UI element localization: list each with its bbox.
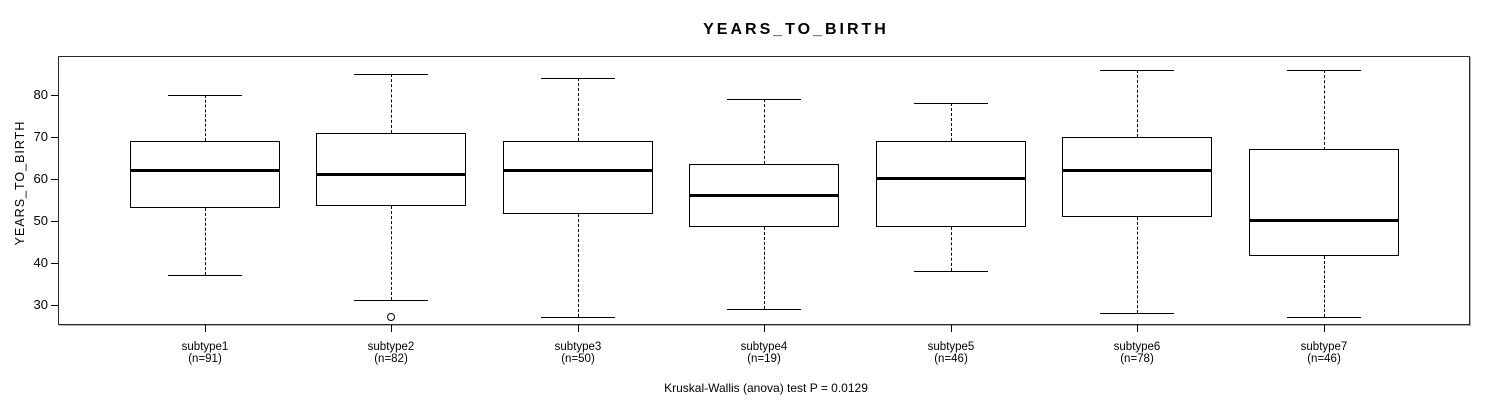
boxplot-subtype3-upper-cap <box>541 78 615 79</box>
boxplot-subtype4-upper-whisker <box>764 99 765 164</box>
y-tick-60 <box>51 179 58 180</box>
x-tick-subtype2 <box>391 325 392 332</box>
boxplot-subtype1-lower-whisker <box>205 208 206 275</box>
sample-size-label-subtype5: (n=46) <box>934 353 968 365</box>
y-tick-label-60: 60 <box>33 171 48 186</box>
sample-size-label-subtype4: (n=19) <box>747 353 781 365</box>
boxplot-subtype6-median <box>1062 169 1212 172</box>
boxplot-subtype5-box <box>876 141 1026 227</box>
boxplot-subtype5-median <box>876 177 1026 180</box>
kruskal-wallis-caption: Kruskal-Wallis (anova) test P = 0.0129 <box>664 381 868 395</box>
boxplot-subtype6-lower-cap <box>1100 313 1174 314</box>
category-label-subtype2: subtype2 <box>367 341 415 353</box>
boxplot-subtype6-box <box>1062 137 1212 217</box>
category-label-subtype5: subtype5 <box>927 341 975 353</box>
boxplot-subtype4-upper-cap <box>727 99 801 100</box>
boxplot-subtype2-upper-whisker <box>391 74 392 133</box>
boxplot-subtype3-upper-whisker <box>578 78 579 141</box>
boxplot-subtype5-upper-cap <box>914 103 988 104</box>
boxplot-subtype5-lower-whisker <box>951 227 952 271</box>
boxplot-subtype2-median <box>316 173 466 176</box>
boxplot-subtype3-lower-whisker <box>578 214 579 317</box>
boxplot-subtype2-box <box>316 133 466 206</box>
sample-size-label-subtype3: (n=50) <box>561 353 595 365</box>
boxplot-subtype2-lower-cap <box>354 300 428 301</box>
boxplot-subtype3-median <box>503 169 653 172</box>
boxplot-subtype6-upper-cap <box>1100 70 1174 71</box>
x-tick-subtype1 <box>205 325 206 332</box>
boxplot-subtype1-lower-cap <box>168 275 242 276</box>
boxplot-subtype1-box <box>130 141 280 208</box>
boxplot-subtype2-upper-cap <box>354 74 428 75</box>
boxplot-subtype3-box <box>503 141 653 214</box>
y-tick-label-30: 30 <box>33 297 48 312</box>
y-tick-label-80: 80 <box>33 87 48 102</box>
category-label-subtype3: subtype3 <box>554 341 602 353</box>
chart-title: YEARS_TO_BIRTH <box>703 21 889 38</box>
category-label-subtype4: subtype4 <box>740 341 788 353</box>
boxplot-subtype4-lower-whisker <box>764 227 765 309</box>
boxplot-subtype4-lower-cap <box>727 309 801 310</box>
y-tick-label-40: 40 <box>33 255 48 270</box>
boxplot-subtype5-lower-cap <box>914 271 988 272</box>
y-tick-50 <box>51 221 58 222</box>
sample-size-label-subtype7: (n=46) <box>1307 353 1341 365</box>
y-tick-label-70: 70 <box>33 129 48 144</box>
boxplot-subtype6-lower-whisker <box>1137 217 1138 313</box>
boxplot-subtype7-median <box>1249 219 1399 222</box>
category-label-subtype1: subtype1 <box>181 341 229 353</box>
x-tick-subtype5 <box>951 325 952 332</box>
sample-size-label-subtype1: (n=91) <box>188 353 222 365</box>
boxplot-subtype2-outlier-0 <box>387 313 395 321</box>
x-tick-subtype4 <box>764 325 765 332</box>
boxplot-subtype6-upper-whisker <box>1137 70 1138 137</box>
sample-size-label-subtype2: (n=82) <box>374 353 408 365</box>
y-tick-70 <box>51 137 58 138</box>
y-tick-30 <box>51 305 58 306</box>
y-tick-80 <box>51 95 58 96</box>
boxplot-subtype1-median <box>130 169 280 172</box>
boxplot-subtype3-lower-cap <box>541 317 615 318</box>
x-tick-subtype3 <box>578 325 579 332</box>
boxplot-subtype2-lower-whisker <box>391 206 392 300</box>
x-tick-subtype7 <box>1324 325 1325 332</box>
boxplot-subtype7-upper-whisker <box>1324 70 1325 150</box>
boxplot-subtype4-median <box>689 194 839 197</box>
sample-size-label-subtype6: (n=78) <box>1120 353 1154 365</box>
boxplot-subtype1-upper-whisker <box>205 95 206 141</box>
boxplot-subtype7-lower-cap <box>1287 317 1361 318</box>
boxplot-subtype1-upper-cap <box>168 95 242 96</box>
boxplot-subtype5-upper-whisker <box>951 103 952 141</box>
category-label-subtype7: subtype7 <box>1300 341 1348 353</box>
boxplot-subtype7-box <box>1249 149 1399 256</box>
category-label-subtype6: subtype6 <box>1113 341 1161 353</box>
y-tick-40 <box>51 263 58 264</box>
boxplot-subtype7-lower-whisker <box>1324 256 1325 317</box>
boxplot-subtype7-upper-cap <box>1287 70 1361 71</box>
x-tick-subtype6 <box>1137 325 1138 332</box>
y-tick-label-50: 50 <box>33 213 48 228</box>
